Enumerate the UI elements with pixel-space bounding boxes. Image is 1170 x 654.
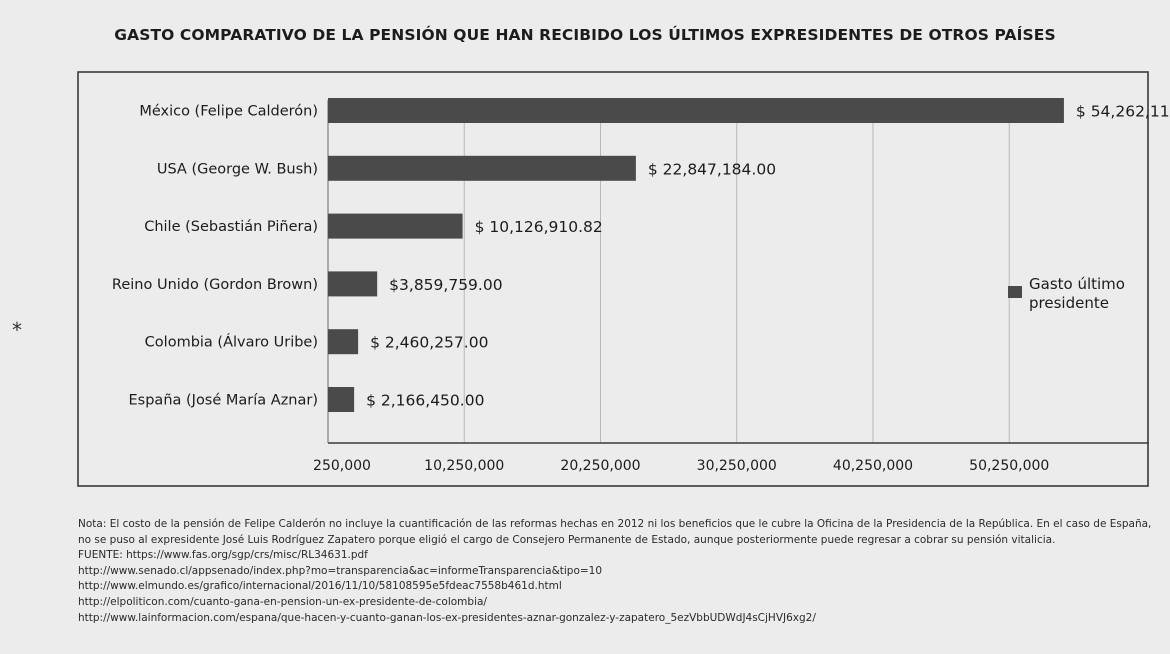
source-link[interactable]: http://www.senado.cl/appsenado/index.php… xyxy=(78,564,603,577)
data-label: $ 2,460,257.00 xyxy=(370,334,488,352)
x-tick-label: 40,250,000 xyxy=(833,458,913,474)
data-label: $ 54,262,111.00 xyxy=(1076,103,1170,121)
data-label: $ 22,847,184.00 xyxy=(648,160,776,178)
source-link[interactable]: http://elpoliticon.com/cuanto-gana-en-pe… xyxy=(78,595,487,608)
category-label: México (Felipe Calderón) xyxy=(139,104,318,120)
x-tick-label: 250,000 xyxy=(313,458,371,474)
bar xyxy=(328,329,359,355)
bar xyxy=(328,271,378,297)
data-label: $ 2,166,450.00 xyxy=(366,392,484,410)
category-label: Colombia (Álvaro Uribe) xyxy=(145,334,318,351)
data-label: $ 10,126,910.82 xyxy=(475,218,603,236)
chart-title: GASTO COMPARATIVO DE LA PENSIÓN QUE HAN … xyxy=(114,26,1056,44)
category-label: USA (George W. Bush) xyxy=(157,161,318,177)
bar-chart: 250,000 10,250,000 20,250,000 30,250,000 40,… xyxy=(77,71,1170,487)
notes-section: Nota: El costo de la pensión de Felipe C… xyxy=(78,517,1158,626)
x-tick-label: 10,250,000 xyxy=(424,458,504,474)
bar xyxy=(328,213,463,239)
bar xyxy=(328,98,1064,123)
x-tick-label: 30,250,000 xyxy=(697,458,777,474)
bar xyxy=(328,387,355,412)
category-label: Reino Unido (Gordon Brown) xyxy=(112,277,318,293)
source-link[interactable]: http://www.lainformacion.com/espana/que-… xyxy=(78,611,816,624)
x-tick-label: 50,250,000 xyxy=(969,458,1049,474)
category-label: España (José María Aznar) xyxy=(129,393,318,409)
asterisk-mark: * xyxy=(12,318,22,342)
bar xyxy=(328,155,636,181)
chart-frame xyxy=(77,71,1149,487)
legend-label: presidente xyxy=(1029,294,1109,312)
source-line: FUENTE: https://www.fas.org/sgp/crs/misc… xyxy=(78,549,368,562)
category-label: Chile (Sebastián Piñera) xyxy=(144,219,318,235)
source-link[interactable]: http://www.elmundo.es/grafico/internacio… xyxy=(78,580,562,593)
source-links: http://www.senado.cl/appsenado/index.php… xyxy=(78,564,1158,626)
data-label: $3,859,759.00 xyxy=(389,276,502,294)
legend-swatch xyxy=(1008,286,1022,298)
x-tick-label: 20,250,000 xyxy=(560,458,640,474)
note-text: Nota: El costo de la pensión de Felipe C… xyxy=(78,518,1152,546)
legend-label: Gasto último xyxy=(1029,275,1125,293)
